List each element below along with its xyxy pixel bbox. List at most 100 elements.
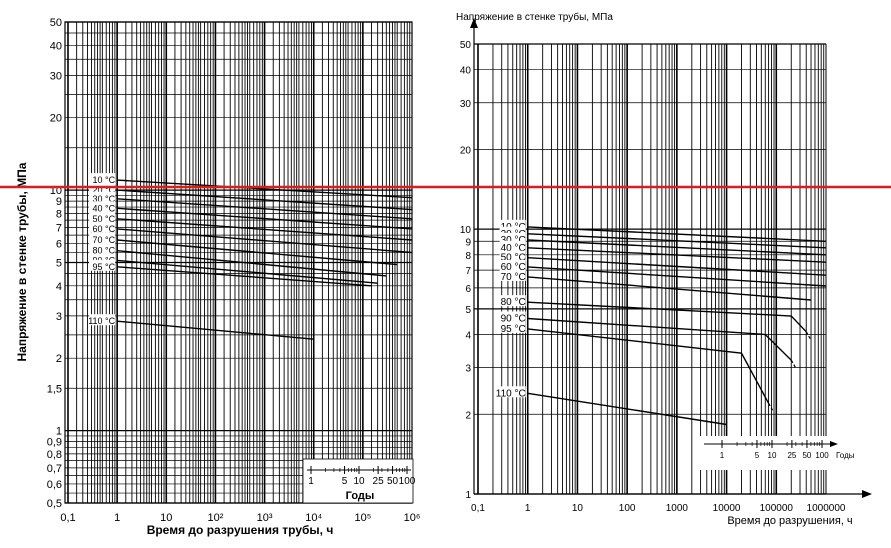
x-tick-label: 0,1	[471, 503, 485, 514]
y-tick-label: 5	[465, 305, 471, 316]
series-label: 110 °C	[88, 316, 115, 326]
x-axis-arrow	[862, 490, 872, 498]
years-label: Годы	[346, 490, 375, 502]
series-label: 30 °C	[501, 235, 526, 246]
y-tick-label: 6	[56, 238, 62, 250]
years-tick-label: 100	[815, 451, 829, 460]
years-tick-label: 5	[755, 451, 760, 460]
y-tick-label: 30	[50, 70, 62, 82]
x-axis-title: Время до разрушения трубы, ч	[147, 523, 334, 537]
y-axis-arrow	[470, 18, 478, 28]
y-tick-label: 3	[465, 364, 471, 375]
y-axis-title: Напряжение в стенке трубы, МПа	[15, 162, 29, 361]
y-tick-label: 8	[56, 208, 62, 220]
series-extrapolation	[768, 403, 774, 412]
series-label: 40 °C	[93, 203, 116, 213]
y-tick-label: 30	[460, 99, 472, 110]
y-tick-label: 0,6	[47, 479, 62, 491]
y-tick-label: 4	[56, 281, 62, 293]
series-label-bg	[89, 253, 116, 265]
series-extrapolation	[805, 331, 812, 341]
x-tick-label: 100000	[760, 503, 794, 514]
years-tick-label: 25	[373, 476, 385, 487]
series-label-bg	[89, 259, 116, 271]
years-tick-label: 1	[308, 476, 314, 487]
y-tick-label: 9	[56, 196, 62, 208]
series-label: 60 °C	[501, 262, 526, 273]
y-tick-label: 8	[465, 251, 471, 262]
years-tick-label: 25	[787, 451, 796, 460]
series-extrapolation	[790, 359, 797, 369]
years-tick-label: 100	[399, 476, 416, 487]
series-line	[527, 233, 827, 249]
years-axis-arrow	[830, 441, 838, 447]
y-tick-label: 40	[50, 40, 62, 52]
series-label: 50 °C	[501, 253, 526, 264]
years-tick-label: 1	[720, 451, 725, 460]
series-label-bg	[89, 173, 116, 185]
x-tick-label: 1	[114, 512, 120, 524]
series-label: 80 °C	[93, 246, 116, 256]
y-tick-label: 7	[56, 222, 62, 234]
grid	[474, 43, 826, 495]
series-label: 70 °C	[501, 272, 526, 283]
series-line	[117, 207, 413, 230]
years-tick-label: 10	[768, 451, 777, 460]
series-line	[117, 250, 387, 277]
series-line	[527, 392, 727, 426]
years-inset: 1 5 10 25 50 100 Годы	[700, 436, 855, 470]
years-tick-label: 50	[802, 451, 811, 460]
y-tick-label: 1,5	[47, 383, 62, 395]
series-line	[527, 257, 827, 276]
series-line	[527, 328, 770, 404]
series-label-bg	[499, 295, 526, 307]
series-line	[117, 218, 413, 241]
y-axis-title: Напряжение в стенке трубы, МПа	[456, 11, 613, 23]
y-tick-label: 0,9	[47, 437, 62, 449]
y-tick-label: 2	[56, 353, 62, 365]
x-tick-label: 1000	[666, 503, 689, 514]
y-tick-label: 0,8	[47, 449, 62, 461]
series-line	[527, 266, 827, 287]
y-tick-label: 10	[460, 225, 472, 236]
x-axis-title: Время до разрушения, ч	[727, 515, 852, 527]
series-label-bg	[89, 314, 116, 326]
series-line	[117, 228, 413, 254]
series-label: 110 °C	[496, 388, 526, 399]
series-label-bg	[499, 321, 526, 333]
series-line	[117, 198, 413, 220]
series-label-bg	[499, 259, 526, 271]
series-label: 40 °C	[501, 243, 526, 254]
x-tick-label: 10000	[713, 503, 741, 514]
y-tick-label: 0,5	[47, 498, 62, 510]
series-line	[527, 276, 812, 301]
series-line	[117, 189, 413, 211]
years-label: Годы	[836, 451, 855, 460]
series-label-bg	[89, 191, 116, 203]
series-label: 50 °C	[93, 214, 116, 224]
plot-frame	[64, 21, 413, 504]
series-line	[117, 259, 378, 284]
years-inset-box	[302, 458, 414, 504]
series-label-bg	[499, 386, 526, 398]
series-line	[117, 266, 372, 287]
x-tick-label: 10⁴	[305, 512, 322, 524]
y-tick-label: 50	[50, 17, 62, 29]
series-label: 90 °C	[501, 313, 526, 324]
y-tick-label: 1	[465, 490, 471, 501]
series-label-bg	[499, 250, 526, 262]
series-label-bg	[89, 211, 116, 223]
y-tick-label: 1	[56, 426, 62, 438]
series-label-bg	[499, 269, 526, 281]
series-label: 10 °C	[93, 175, 116, 185]
series-label: 95 °C	[93, 262, 116, 272]
y-tick-label: 5	[56, 258, 62, 270]
y-tick-label: 2	[465, 410, 471, 421]
series-line	[117, 179, 413, 199]
series-label-bg	[89, 243, 116, 255]
series-label: 95 °C	[501, 324, 526, 335]
y-tick-label: 0,7	[47, 463, 62, 475]
x-tick-label: 10⁵	[354, 512, 371, 524]
